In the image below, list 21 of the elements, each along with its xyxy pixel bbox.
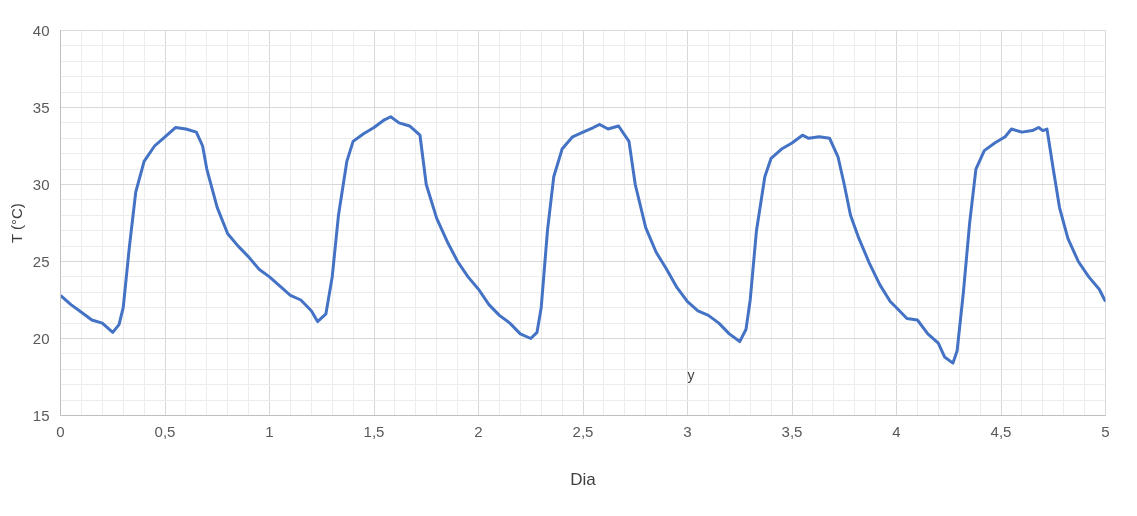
x-tick-label: 2,5 [572,422,594,440]
x-tick-label: 0,5 [154,422,176,440]
line-series [60,115,1106,365]
x-tick-label: 5 [1101,422,1110,440]
y-tick-label: 35 [32,98,50,116]
y-tick-label: 20 [32,329,50,347]
annotation: y [687,366,695,383]
x-tick-label: 2 [474,422,483,440]
y-tick-label: 25 [32,252,50,270]
x-tick-label: 0 [56,422,65,440]
y-axis-title: T (°C) [7,203,25,244]
y-tick-label: 30 [32,175,50,193]
x-tick-label: 3,5 [781,422,803,440]
x-tick-label: 1 [265,422,274,440]
x-axis-title: Dia [570,469,597,489]
x-tick-label: 1,5 [363,422,385,440]
y-tick-label: 40 [32,21,50,39]
x-tick-label: 4 [892,422,901,440]
x-tick-label: 3 [683,422,692,440]
x-tick-label: 4,5 [990,422,1012,440]
y-tick-label: 15 [32,406,50,424]
